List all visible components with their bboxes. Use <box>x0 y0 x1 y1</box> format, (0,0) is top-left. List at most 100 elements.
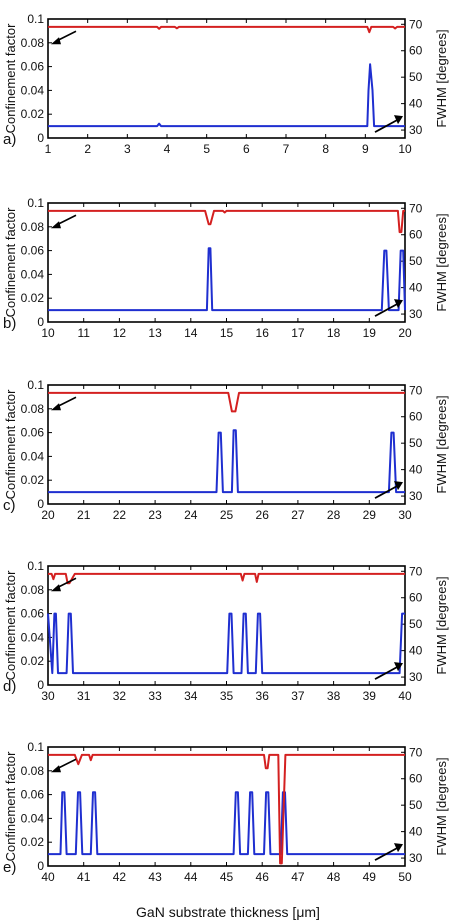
left-y-tick-label: 0.08 <box>21 220 45 234</box>
right-y-axis-label: FWHM [degrees] <box>434 29 449 127</box>
right-y-tick-label: 70 <box>409 564 423 578</box>
x-tick-label: 25 <box>220 508 234 522</box>
right-axis-arrow <box>374 303 398 317</box>
x-tick-label: 45 <box>220 870 234 884</box>
x-tick-label: 26 <box>256 508 270 522</box>
panel-label: c) <box>3 497 16 514</box>
left-y-axis-label: Confinement factor <box>3 23 18 134</box>
x-tick-label: 39 <box>363 689 377 703</box>
panel-label: a) <box>3 131 16 148</box>
x-tick-label: 47 <box>291 870 305 884</box>
x-tick-label: 4 <box>164 142 171 156</box>
x-tick-label: 7 <box>283 142 290 156</box>
x-tick-label: 31 <box>77 689 91 703</box>
right-axis-arrow <box>374 119 398 133</box>
x-tick-label: 1 <box>45 142 52 156</box>
right-y-axis-label: FWHM [degrees] <box>434 757 449 855</box>
x-tick-label: 19 <box>363 326 377 340</box>
x-tick-label: 12 <box>113 326 127 340</box>
x-axis-label: GaN substrate thickness [μm] <box>136 904 320 920</box>
x-tick-label: 28 <box>327 508 341 522</box>
x-tick-label: 35 <box>220 689 234 703</box>
right-axis-arrow <box>374 847 398 861</box>
panel-label: b) <box>3 315 16 332</box>
x-tick-label: 10 <box>41 326 55 340</box>
x-tick-label: 29 <box>363 508 377 522</box>
confinement-factor-line <box>48 429 405 494</box>
x-tick-label: 48 <box>327 870 341 884</box>
left-y-tick-label: 0 <box>37 678 44 692</box>
right-y-tick-label: 60 <box>409 44 423 58</box>
x-tick-label: 5 <box>203 142 210 156</box>
x-tick-label: 30 <box>398 508 412 522</box>
plot-frame <box>47 384 406 505</box>
x-tick-label: 16 <box>256 326 270 340</box>
right-axis-arrowhead <box>394 299 403 309</box>
left-y-tick-label: 0.1 <box>27 196 44 210</box>
x-tick-label: 34 <box>184 689 198 703</box>
right-y-tick-label: 40 <box>409 97 423 111</box>
confinement-factor-line <box>48 247 406 312</box>
left-y-tick-label: 0.1 <box>27 12 44 26</box>
fwhm-line <box>48 391 405 413</box>
left-y-tick-label: 0.1 <box>27 740 44 754</box>
panel-label: e) <box>3 859 16 876</box>
x-tick-label: 22 <box>113 508 127 522</box>
right-y-tick-label: 30 <box>409 670 423 684</box>
left-axis-arrowhead <box>51 221 61 229</box>
right-y-tick-label: 30 <box>409 851 423 865</box>
plot-frame <box>47 202 406 323</box>
x-tick-label: 17 <box>291 326 305 340</box>
left-y-tick-label: 0.08 <box>21 36 45 50</box>
x-tick-label: 20 <box>41 508 55 522</box>
right-y-tick-label: 70 <box>409 17 423 31</box>
x-tick-label: 33 <box>148 689 162 703</box>
confinement-factor-line <box>48 63 405 128</box>
x-tick-label: 21 <box>77 508 91 522</box>
x-tick-label: 8 <box>322 142 329 156</box>
x-tick-label: 32 <box>113 689 127 703</box>
x-tick-label: 13 <box>148 326 162 340</box>
right-axis-arrowhead <box>394 843 403 853</box>
left-axis-arrowhead <box>51 765 61 773</box>
x-tick-label: 18 <box>327 326 341 340</box>
left-y-tick-label: 0 <box>37 497 44 511</box>
right-y-tick-label: 50 <box>409 436 423 450</box>
x-tick-label: 42 <box>113 870 127 884</box>
left-y-axis-label: Confinement factor <box>3 751 18 862</box>
right-axis-arrow <box>374 485 398 499</box>
left-axis-arrowhead <box>51 37 61 45</box>
fwhm-line <box>48 753 405 865</box>
left-y-tick-label: 0 <box>37 859 44 873</box>
left-axis-arrowhead <box>51 403 61 411</box>
right-y-tick-label: 40 <box>409 825 423 839</box>
right-y-tick-label: 60 <box>409 228 423 242</box>
left-y-tick-label: 0.02 <box>21 107 45 121</box>
x-tick-label: 6 <box>243 142 250 156</box>
right-y-tick-label: 30 <box>409 307 423 321</box>
right-y-tick-label: 30 <box>409 123 423 137</box>
x-tick-label: 40 <box>398 689 412 703</box>
x-tick-label: 15 <box>220 326 234 340</box>
right-y-tick-label: 50 <box>409 254 423 268</box>
left-y-tick-label: 0.06 <box>21 426 45 440</box>
confinement-factor-line <box>47 612 405 675</box>
left-axis-arrowhead <box>51 584 61 592</box>
left-y-tick-label: 0.04 <box>21 267 45 281</box>
left-y-tick-label: 0 <box>37 315 44 329</box>
right-y-tick-label: 70 <box>409 745 423 759</box>
left-y-tick-label: 0.08 <box>21 583 45 597</box>
right-y-axis-label: FWHM [degrees] <box>434 213 449 311</box>
x-tick-label: 37 <box>291 689 305 703</box>
right-y-tick-label: 70 <box>409 383 423 397</box>
x-tick-label: 27 <box>291 508 305 522</box>
right-axis-arrow <box>374 666 398 680</box>
right-axis-arrowhead <box>394 115 403 125</box>
x-tick-label: 3 <box>124 142 131 156</box>
x-tick-label: 49 <box>363 870 377 884</box>
fwhm-line <box>48 25 405 34</box>
left-y-tick-label: 0.02 <box>21 473 45 487</box>
x-tick-label: 46 <box>256 870 270 884</box>
left-y-tick-label: 0.04 <box>21 449 45 463</box>
